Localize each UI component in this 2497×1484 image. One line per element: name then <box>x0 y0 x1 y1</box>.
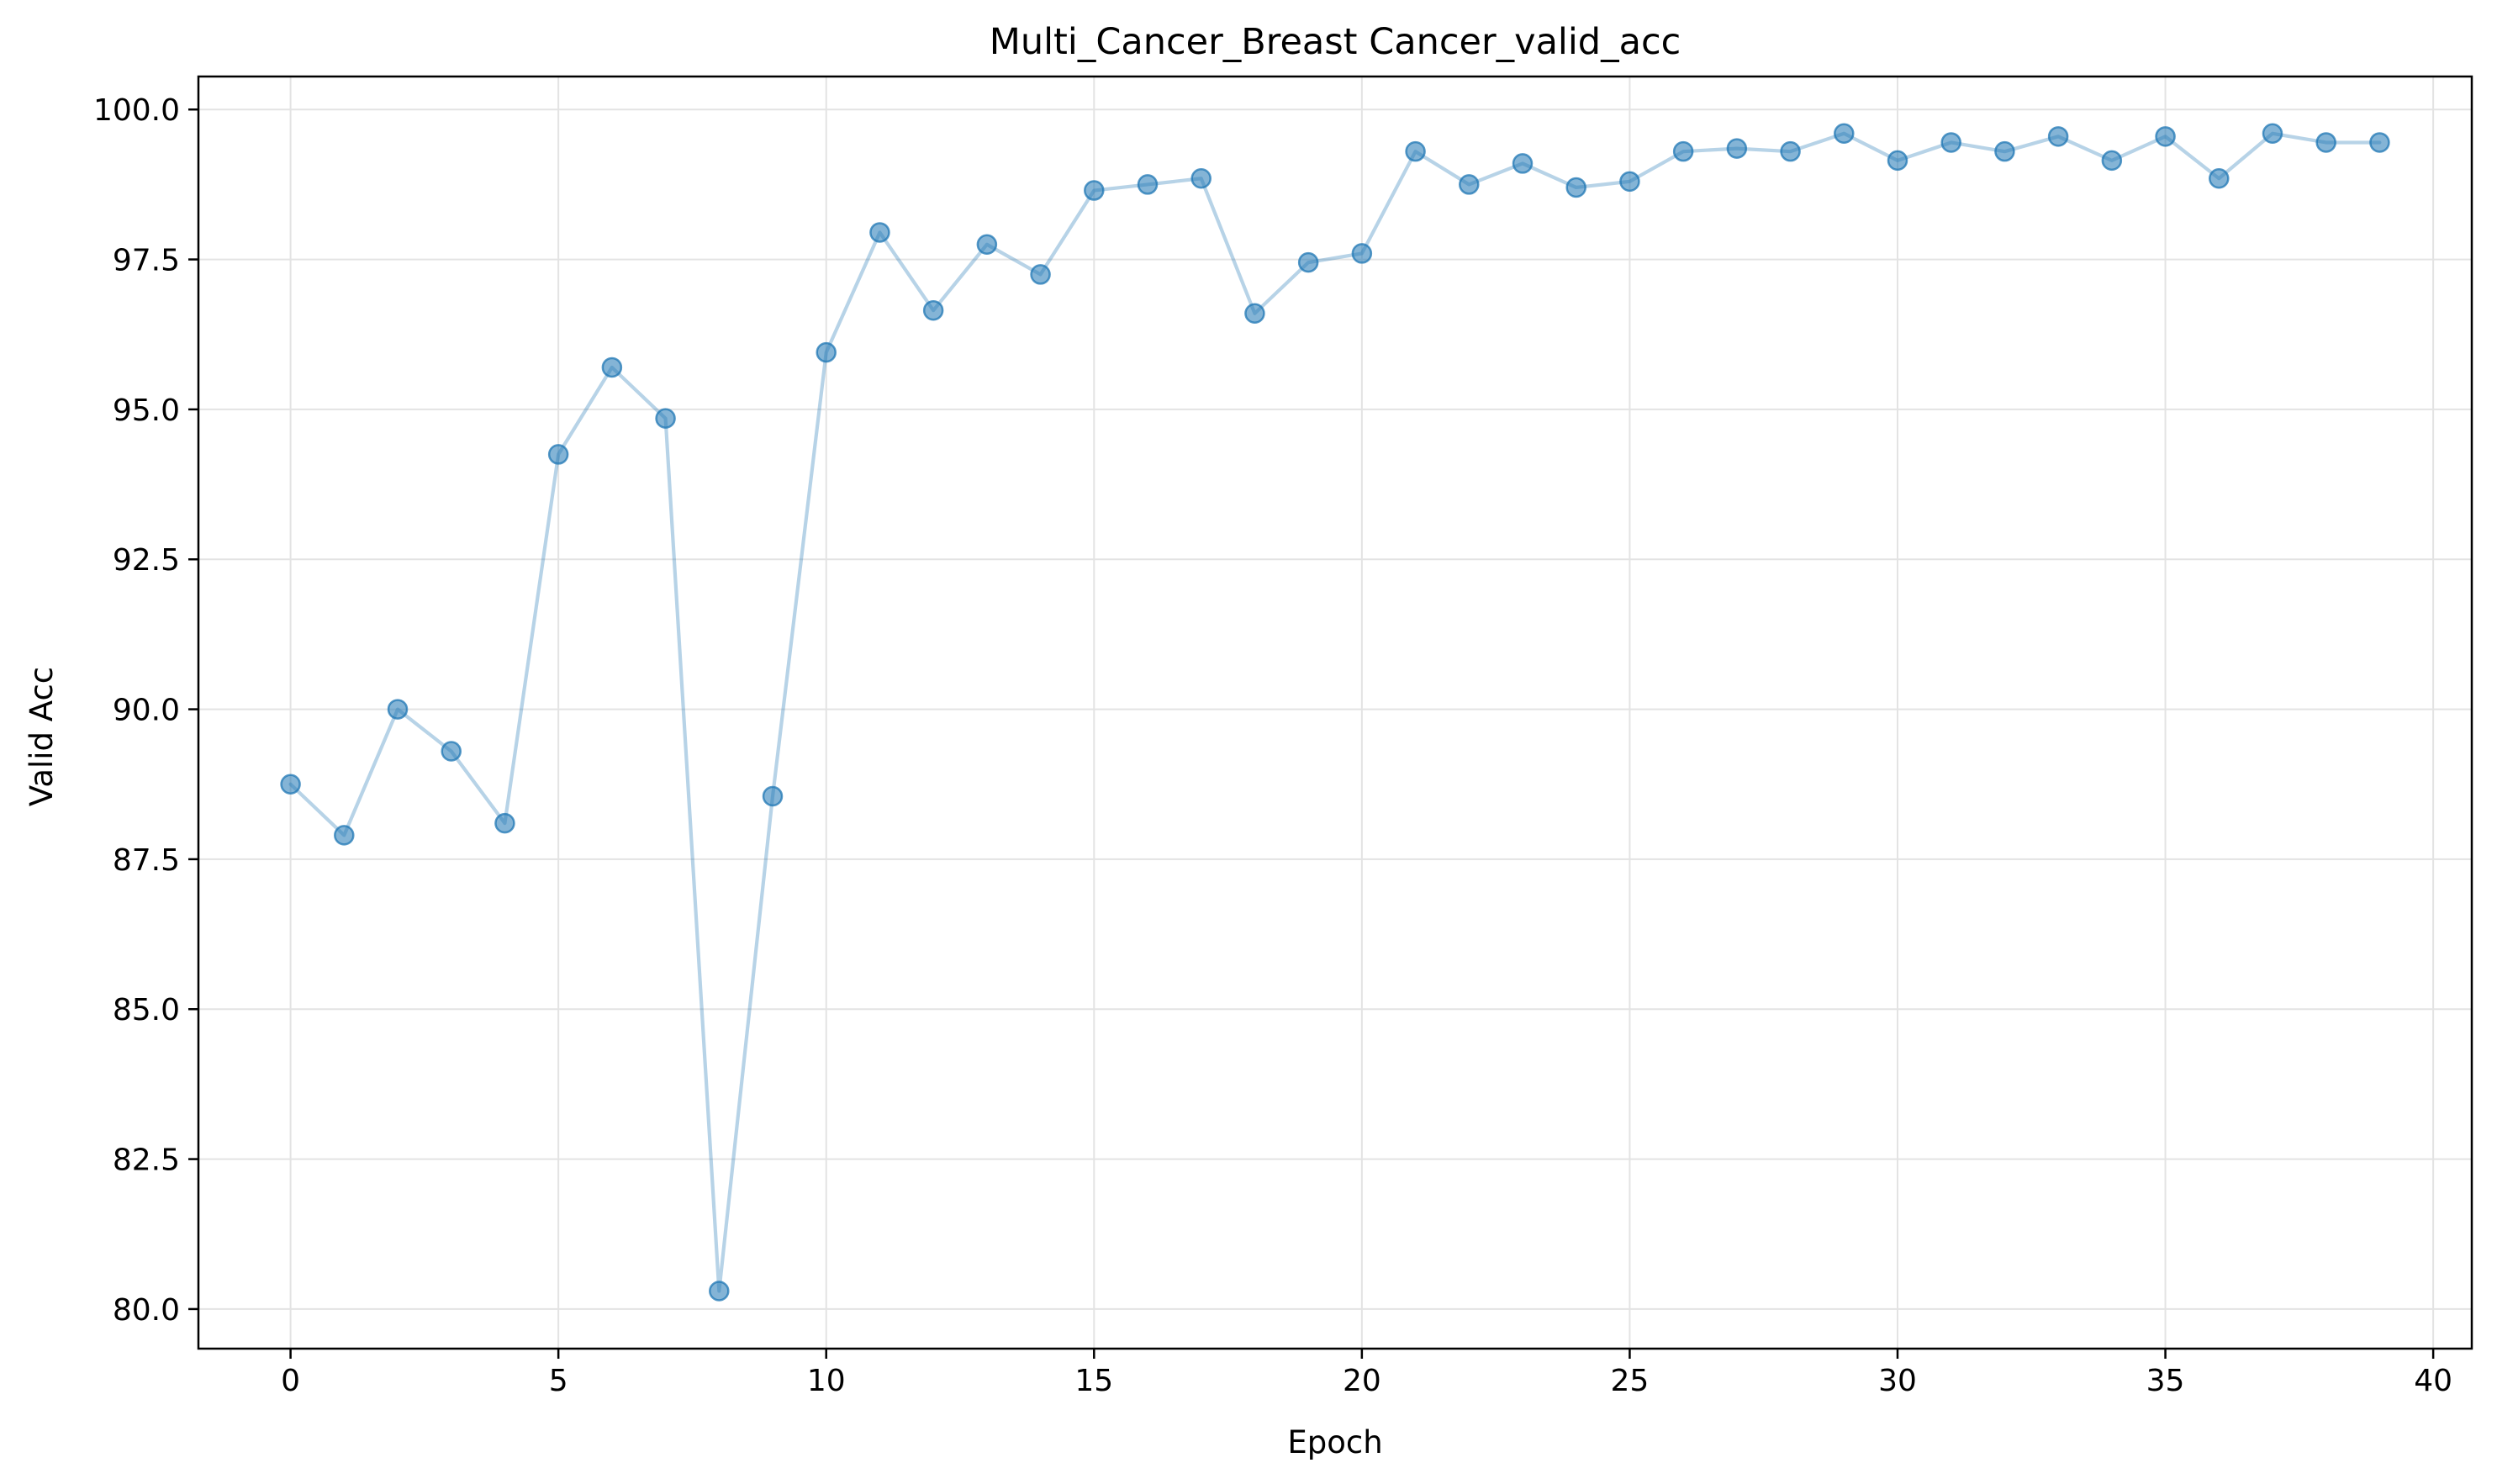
data-point <box>1137 174 1159 195</box>
x-tick-label: 25 <box>1611 1364 1650 1398</box>
data-point <box>601 356 623 378</box>
data-point <box>441 741 462 762</box>
y-tick-label: 100.0 <box>93 93 180 128</box>
data-point <box>2155 126 2176 147</box>
data-point <box>280 774 301 795</box>
data-point <box>655 408 676 429</box>
data-point <box>762 785 784 807</box>
data-point <box>976 234 998 255</box>
x-axis-title: Epoch <box>1287 1424 1382 1460</box>
y-tick-label: 95.0 <box>113 393 180 428</box>
plot-frame <box>197 75 2473 1350</box>
data-point <box>1780 140 1801 162</box>
y-tick-label: 82.5 <box>113 1143 180 1178</box>
data-point <box>1030 264 1051 285</box>
y-tick-label: 90.0 <box>113 694 180 728</box>
data-point <box>1512 153 1534 174</box>
chart-title: Multi_Cancer_Breast Cancer_valid_acc <box>990 21 1681 63</box>
data-point <box>1297 251 1319 273</box>
data-point <box>2101 150 2123 172</box>
data-point <box>1619 171 1640 193</box>
data-point <box>1940 132 1961 153</box>
data-point <box>1565 177 1586 198</box>
x-tick-label: 20 <box>1343 1364 1381 1398</box>
y-tick-label: 80.0 <box>113 1293 180 1328</box>
data-point <box>387 699 409 720</box>
data-point <box>547 444 569 465</box>
data-point <box>2209 168 2230 189</box>
data-point <box>1084 180 1105 201</box>
y-tick-label: 97.5 <box>113 244 180 278</box>
data-point <box>1190 168 1212 189</box>
series-line <box>288 131 2382 1293</box>
data-point <box>2262 123 2283 145</box>
data-point <box>922 299 944 321</box>
x-tick-label: 40 <box>2414 1364 2452 1398</box>
data-point <box>2315 132 2336 153</box>
data-point <box>494 812 515 834</box>
x-tick-label: 30 <box>1878 1364 1917 1398</box>
axes: 0 5 10 15 20 25 30 35 40 80.0 82.5 85.0 87.5 90.0 92.5… <box>93 75 2473 1398</box>
x-tick-label: 5 <box>549 1364 568 1398</box>
y-tick-label: 87.5 <box>113 843 180 878</box>
x-tick-label: 35 <box>2146 1364 2185 1398</box>
y-tick-label: 85.0 <box>113 993 180 1027</box>
y-tick-label: 92.5 <box>113 543 180 578</box>
data-point <box>1672 140 1694 162</box>
x-tick-label: 15 <box>1074 1364 1113 1398</box>
data-point <box>816 341 837 363</box>
data-point <box>1726 138 1748 159</box>
data-point <box>1459 174 1480 195</box>
data-point <box>2369 132 2390 153</box>
grid-lines <box>198 77 2472 1349</box>
data-point <box>1834 123 1855 145</box>
data-point <box>1887 150 1908 172</box>
data-point <box>709 1281 730 1302</box>
data-point <box>869 222 890 243</box>
data-point <box>334 825 355 846</box>
data-point <box>1351 243 1373 264</box>
y-axis-title: Valid Acc <box>24 667 60 806</box>
x-tick-label: 0 <box>281 1364 300 1398</box>
data-point <box>1994 140 2015 162</box>
data-point <box>2047 126 2069 147</box>
series-layer <box>280 123 2390 1302</box>
x-tick-label: 10 <box>807 1364 846 1398</box>
data-point <box>1405 140 1426 162</box>
data-point <box>1244 303 1265 325</box>
